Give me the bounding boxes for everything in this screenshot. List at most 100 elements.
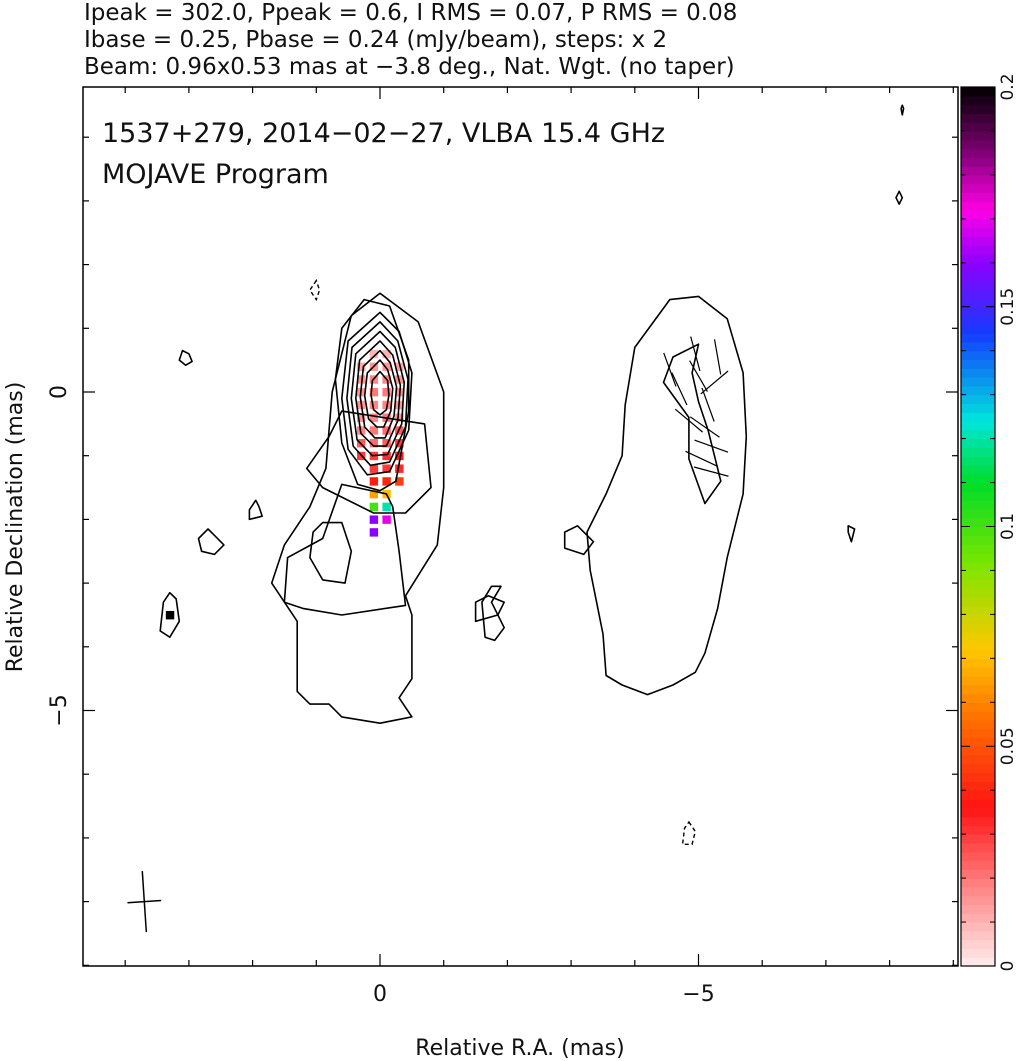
contour-14: [563, 525, 595, 556]
evpa-vector-7: [674, 408, 703, 433]
pol-pixel-44: [369, 515, 379, 524]
colorbar-label-2: 0.1: [998, 513, 1018, 540]
colorbar-swatch: [961, 183, 995, 194]
evpa-vector-8: [689, 416, 720, 438]
colorbar-swatch: [961, 166, 995, 176]
colorbar-swatch: [961, 359, 995, 369]
colorbar-swatch: [961, 772, 995, 783]
colorbar-swatch: [961, 368, 995, 378]
colorbar-swatch: [961, 913, 995, 923]
pol-pixel-39: [395, 477, 404, 486]
contour-23: [900, 104, 905, 116]
contour-16: [481, 585, 505, 642]
contour-1: [283, 483, 407, 616]
colorbar-swatch: [961, 447, 995, 457]
pol-pixel-37: [369, 477, 379, 486]
pol-pixel-18: [356, 413, 366, 422]
pol-pixel-33: [395, 451, 404, 461]
colorbar-swatch: [961, 122, 995, 132]
y-tick-label-0: 0: [47, 385, 72, 399]
plot-frame: [82, 86, 959, 967]
colorbar-swatch: [961, 174, 995, 185]
contour-4: [334, 298, 410, 492]
colorbar-swatch: [961, 130, 995, 141]
colorbar-swatch: [961, 807, 995, 818]
colorbar-swatch: [961, 886, 995, 897]
contour-20: [178, 349, 193, 366]
colorbar-swatch: [961, 139, 995, 150]
pol-pixel-24: [382, 426, 391, 435]
contour-6: [346, 321, 409, 467]
colorbar-swatch: [961, 869, 995, 879]
colorbar-swatch: [961, 552, 995, 563]
colorbar-swatch: [961, 385, 995, 396]
colorbar-swatch: [961, 570, 995, 580]
colorbar-swatch: [961, 324, 995, 334]
colorbar-swatch: [961, 667, 995, 677]
pol-pixel-0: [369, 349, 379, 359]
colorbar-swatch: [961, 763, 995, 774]
evpa-vector-10: [685, 450, 719, 467]
colorbar-swatch: [961, 702, 995, 712]
plot-title: 1537+279, 2014−02−27, VLBA 15.4 GHz: [102, 118, 665, 149]
contour-5: [341, 311, 413, 476]
colorbar-swatch: [961, 561, 995, 572]
pol-pixel-38: [382, 477, 391, 486]
pol-pixel-46: [369, 528, 379, 537]
colorbar-swatch: [961, 350, 995, 361]
colorbar-swatch: [961, 544, 995, 554]
pol-pixel-5: [395, 362, 404, 371]
colorbar-swatch: [961, 227, 995, 238]
colorbar-swatch: [961, 315, 995, 325]
colorbar-swatch: [961, 948, 995, 958]
colorbar-swatch: [961, 746, 995, 756]
contour-9: [359, 349, 398, 439]
contour-7: [350, 330, 405, 457]
colorbar-swatch: [961, 781, 995, 791]
pol-pixel-23: [369, 426, 379, 435]
colorbar-swatch: [961, 851, 995, 862]
colorbar-swatch: [961, 429, 995, 440]
colorbar-swatch: [961, 798, 995, 809]
colorbar-swatch: [961, 930, 995, 941]
colorbar-label-4: 0.2: [998, 73, 1018, 100]
pol-pixel-19: [369, 413, 379, 422]
colorbar-swatch: [961, 473, 995, 484]
colorbar-swatch: [961, 377, 995, 387]
contour-3: [305, 410, 432, 514]
pol-pixel-43: [382, 502, 391, 512]
pol-pixel-4: [382, 362, 391, 371]
evpa-vectors: [663, 336, 729, 477]
negative-contour-0: [309, 278, 321, 302]
contour-17: [197, 528, 225, 556]
colorbar-swatch: [961, 517, 995, 528]
colorbar-swatch: [961, 491, 995, 501]
colorbar-swatch: [961, 640, 995, 651]
contour-2: [309, 521, 353, 584]
colorbar-swatch: [961, 333, 995, 343]
colorbar-swatch: [961, 719, 995, 730]
contour-15: [474, 595, 505, 623]
colorbar-swatch: [961, 104, 995, 114]
colorbar-label-1: 0.05: [998, 727, 1018, 765]
colorbar-swatch: [961, 306, 995, 317]
colorbar-swatch: [961, 157, 995, 167]
colorbar-swatch: [961, 614, 995, 624]
colorbar-swatch: [961, 95, 995, 106]
colorbar-swatch: [961, 728, 995, 739]
pol-pixel-15: [369, 400, 379, 410]
evpa-vector-4: [671, 372, 688, 406]
pol-pixel-12: [382, 388, 391, 397]
colorbar-swatch: [961, 280, 995, 290]
axis-ticks: 0 −5 0 −5: [47, 87, 958, 1007]
colorbar-swatch: [961, 438, 995, 448]
colorbar-swatch: [961, 588, 995, 598]
y-axis-label: Relative Declination (mas): [3, 382, 28, 673]
colorbar-swatch: [961, 711, 995, 721]
contour-10: [363, 359, 394, 428]
colorbar-swatch: [961, 218, 995, 229]
colorbar-swatch: [961, 192, 995, 202]
pol-pixel-2: [356, 362, 366, 371]
pol-pixel-6: [356, 375, 366, 384]
contour-8: [355, 340, 402, 447]
